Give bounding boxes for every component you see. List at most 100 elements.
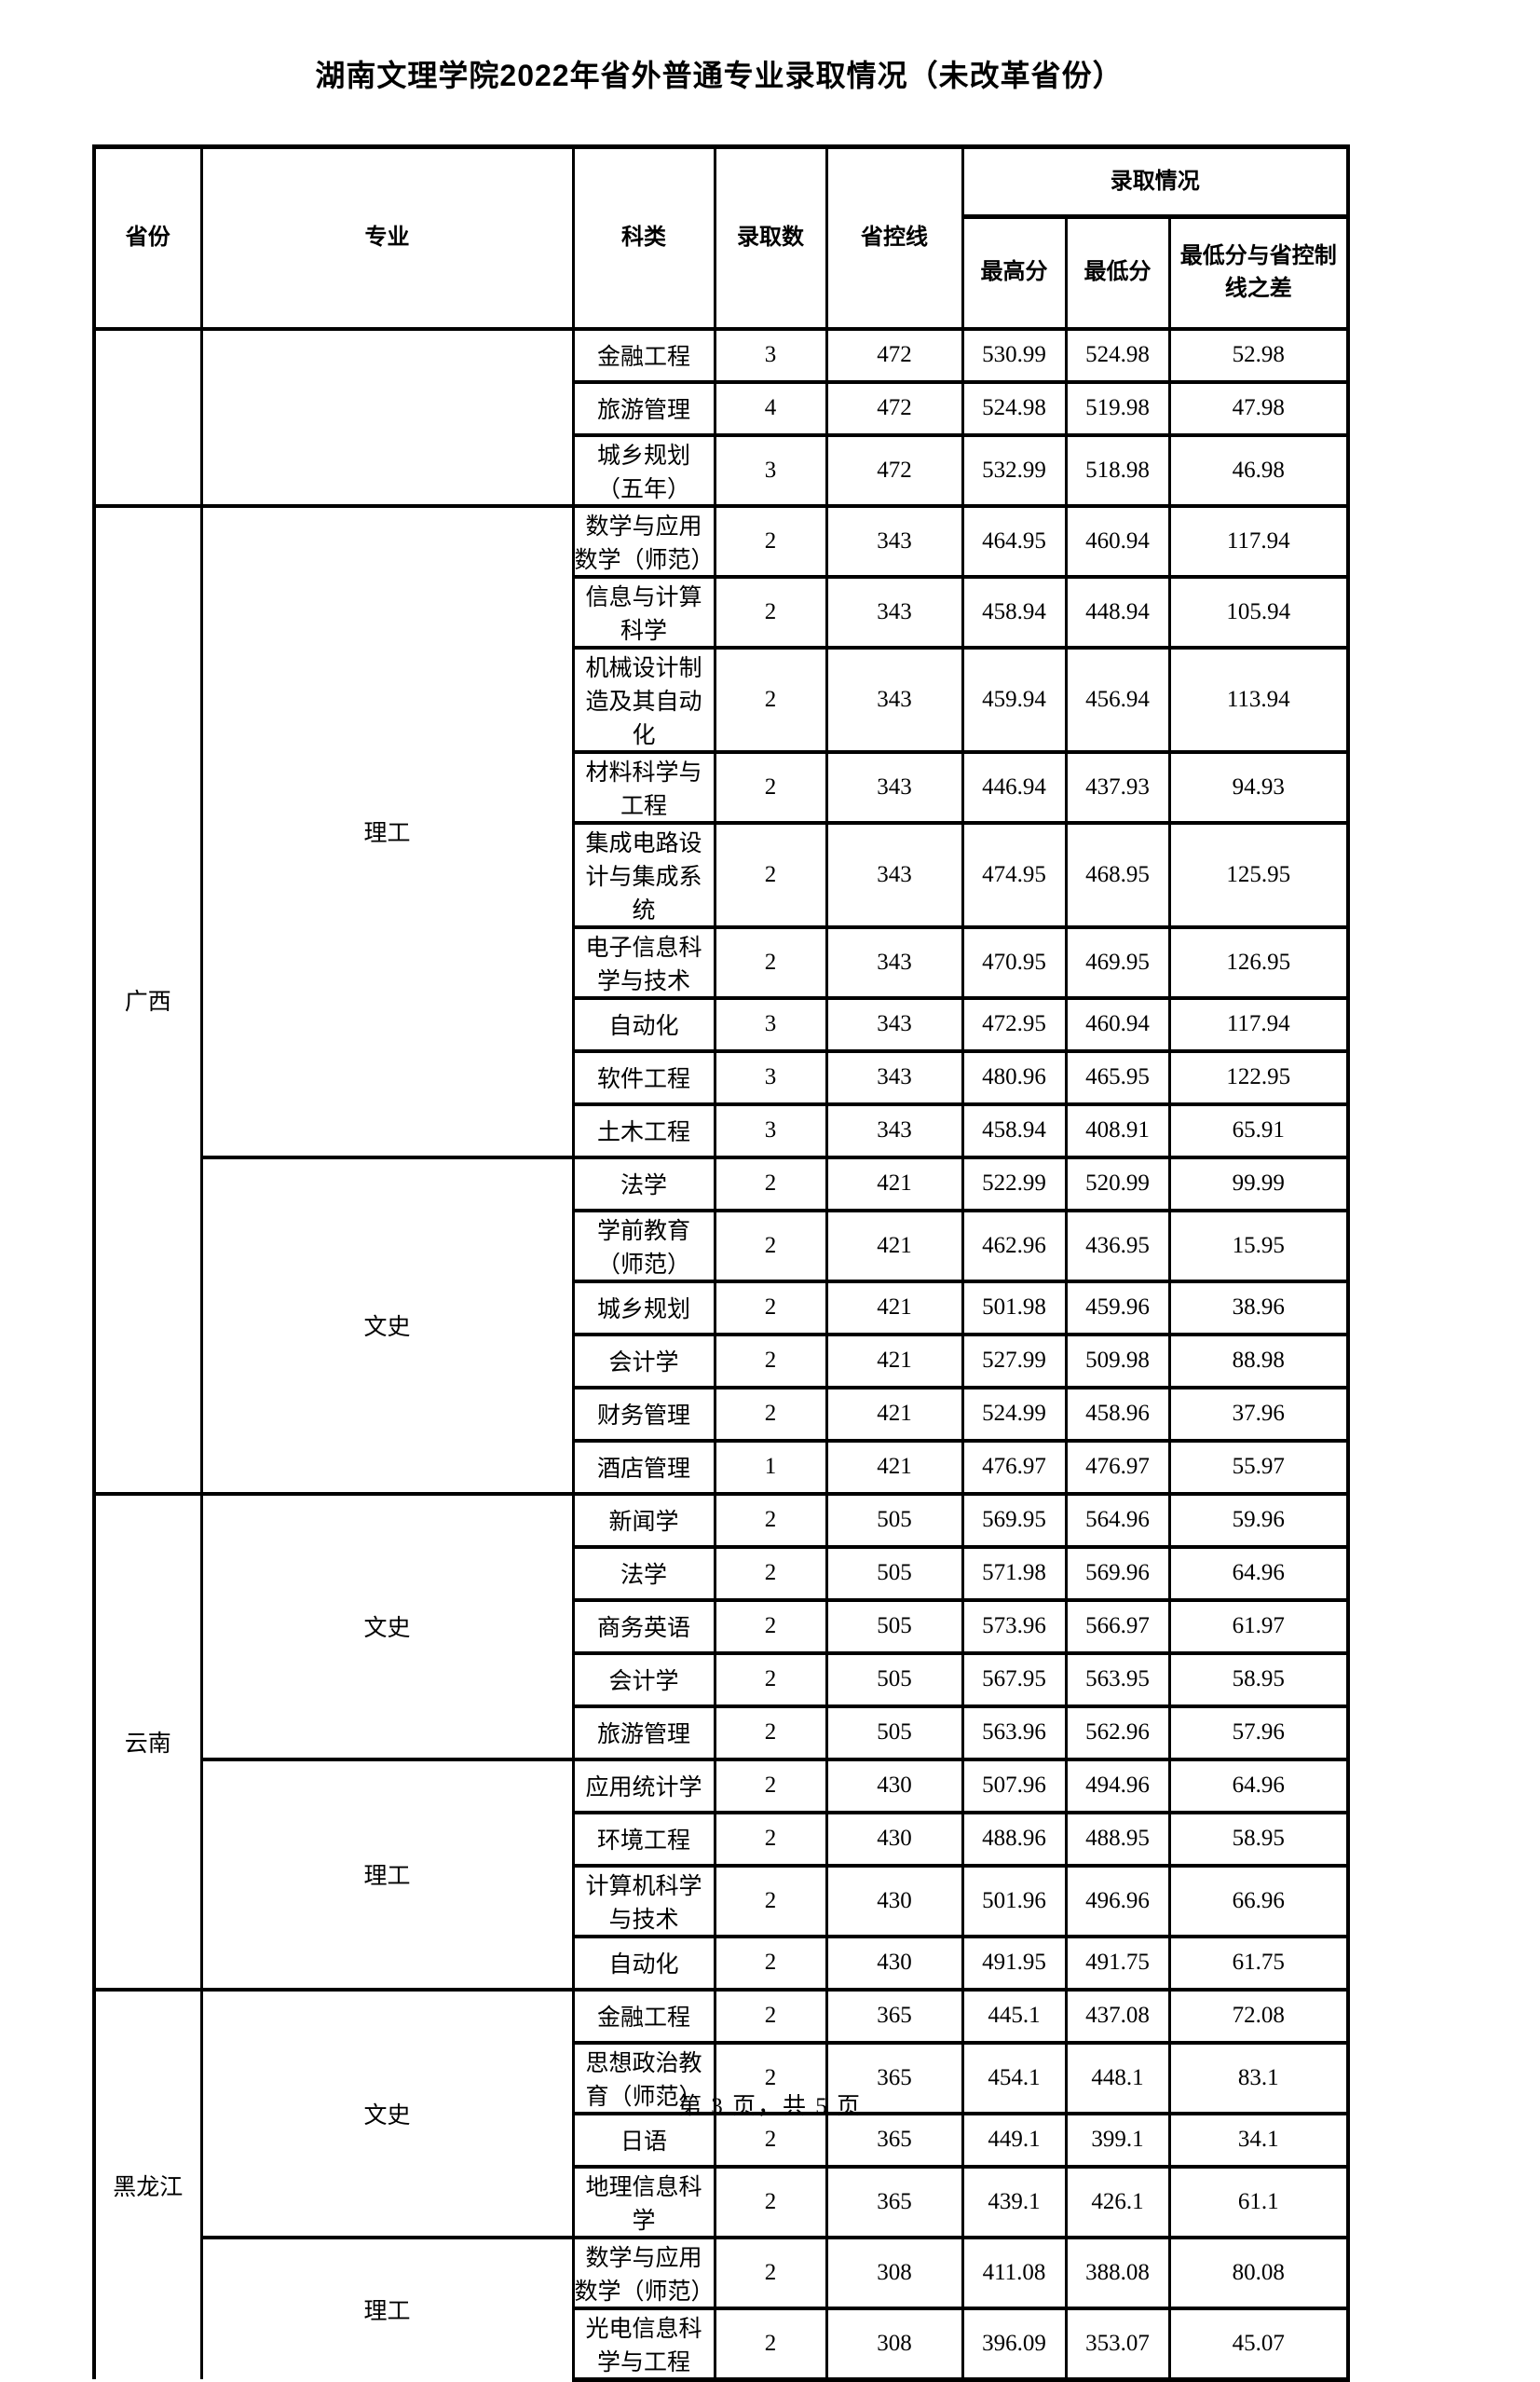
major-cell: 商务英语 [571, 1597, 716, 1655]
major-cell: 法学 [571, 1544, 716, 1602]
page-title: 湖南文理学院2022年省外普通专业录取情况（未改革省份） [315, 59, 1124, 92]
highest-score-cell: 459.94 [961, 645, 1068, 754]
highest-score-cell: 501.98 [961, 1279, 1068, 1336]
major-cell: 思想政治教育（师范） [571, 2040, 716, 2115]
lowest-score-cell: 460.94 [1064, 995, 1171, 1053]
lowest-score-cell: 488.95 [1064, 1810, 1171, 1868]
control-line-cell: 430 [825, 1863, 964, 1938]
diff-cell: 58.95 [1167, 1650, 1350, 1708]
table-row: 机械设计制造及其自动化 2 343 459.94 456.94 113.94 [94, 645, 1350, 754]
control-line-cell: 343 [825, 820, 964, 929]
lowest-score-cell: 563.95 [1064, 1650, 1171, 1708]
major-cell: 自动化 [571, 1934, 716, 1992]
major-cell: 学前教育（师范） [571, 1208, 716, 1283]
control-line-cell: 472 [825, 432, 964, 508]
admit-count-cell: 2 [713, 1987, 828, 2045]
admit-count-cell: 2 [713, 1544, 828, 1602]
table-row: 土木工程 3 343 458.94 408.91 65.91 [94, 1102, 1350, 1159]
control-line-cell: 343 [825, 749, 964, 825]
control-line-cell: 421 [825, 1332, 964, 1390]
diff-cell: 125.95 [1167, 820, 1350, 929]
diff-cell: 61.1 [1167, 2164, 1350, 2239]
admit-count-cell: 2 [713, 645, 828, 754]
highest-score-cell: 524.99 [961, 1385, 1068, 1443]
lowest-score-cell: 436.95 [1064, 1208, 1171, 1283]
control-line-cell: 505 [825, 1544, 964, 1602]
category-cell: 理工 [199, 503, 575, 1159]
lowest-score-cell: 518.98 [1064, 432, 1171, 508]
highest-score-cell: 567.95 [961, 1650, 1068, 1708]
control-line-cell: 472 [825, 326, 964, 384]
table-row: 广西 理工 数学与应用数学（师范） 2 343 464.95 460.94 117.94 [92, 503, 1350, 1496]
lowest-score-cell: 520.99 [1064, 1155, 1171, 1212]
table-row: 旅游管理 2 505 563.96 562.96 57.96 [94, 1704, 1350, 1761]
major-cell: 计算机科学与技术 [571, 1863, 716, 1938]
highest-score-cell: 445.1 [961, 1987, 1068, 2045]
control-line-cell: 343 [825, 503, 964, 579]
control-line-cell: 505 [825, 1704, 964, 1761]
admit-count-cell: 3 [713, 1048, 828, 1106]
diff-cell: 55.97 [1167, 1438, 1350, 1496]
major-cell: 环境工程 [571, 1810, 716, 1868]
lowest-score-cell: 469.95 [1064, 924, 1171, 1000]
diff-cell: 117.94 [1167, 995, 1350, 1053]
admit-count-cell: 2 [713, 924, 828, 1000]
header-row-top: 省份 专业 科类 录取数 省控线 录取情况 [92, 144, 1350, 331]
highest-score-cell: 462.96 [961, 1208, 1068, 1283]
admit-count-cell: 3 [713, 995, 828, 1053]
diff-cell: 38.96 [1167, 1279, 1350, 1336]
diff-cell: 80.08 [1167, 2235, 1350, 2310]
major-cell: 材料科学与工程 [571, 749, 716, 825]
diff-cell: 59.96 [1167, 1491, 1350, 1549]
province-cell: 广西 [92, 503, 203, 1496]
highest-score-cell: 446.94 [961, 749, 1068, 825]
header-row-sub: 最高分 最低分 最低分与省控制线之差 [94, 214, 1350, 331]
control-line-cell: 343 [825, 1102, 964, 1159]
diff-cell: 122.95 [1167, 1048, 1350, 1106]
major-cell: 机械设计制造及其自动化 [571, 645, 716, 754]
highest-score-cell: 396.09 [961, 2306, 1068, 2382]
admit-count-cell: 2 [713, 574, 828, 650]
control-line-cell: 308 [825, 2306, 964, 2382]
admissions-table: 省份 专业 科类 录取数 省控线 录取情况 最高分 最低分 最低分与省控制线之差… [92, 144, 1351, 2382]
diff-cell: 34.1 [1167, 2111, 1350, 2169]
highest-score-cell: 454.1 [961, 2040, 1068, 2115]
control-line-cell: 421 [825, 1155, 964, 1212]
category-cell: 理工 [199, 1757, 575, 1992]
diff-cell: 126.95 [1167, 924, 1350, 1000]
category-cell: 文史 [199, 1155, 575, 1496]
table-row: 酒店管理 1 421 476.97 476.97 55.97 [94, 1438, 1350, 1496]
admit-count-cell: 2 [713, 1934, 828, 1992]
category-cell: 理工 [199, 2235, 575, 2379]
highest-score-cell: 488.96 [961, 1810, 1068, 1868]
highest-score-cell: 569.95 [961, 1491, 1068, 1549]
major-cell: 旅游管理 [571, 1704, 716, 1761]
admit-count-cell: 4 [713, 379, 828, 437]
diff-cell: 94.93 [1167, 749, 1350, 825]
table-row: 商务英语 2 505 573.96 566.97 61.97 [94, 1597, 1350, 1655]
control-line-cell: 343 [825, 574, 964, 650]
control-line-cell: 421 [825, 1438, 964, 1496]
control-line-cell: 343 [825, 924, 964, 1000]
control-line-cell: 430 [825, 1757, 964, 1814]
control-line-cell: 421 [825, 1279, 964, 1336]
lowest-score-cell: 353.07 [1064, 2306, 1171, 2382]
highest-score-cell: 491.95 [961, 1934, 1068, 1992]
diff-cell: 37.96 [1167, 1385, 1350, 1443]
table-body: 金融工程 3 472 530.99 524.98 52.98 旅游管理 4 472 524.98 5… [92, 326, 1350, 2382]
table-row: 信息与计算科学 2 343 458.94 448.94 105.94 [94, 574, 1350, 650]
control-line-cell: 430 [825, 1810, 964, 1868]
major-cell: 地理信息科学 [571, 2164, 716, 2239]
highest-score-cell: 470.95 [961, 924, 1068, 1000]
highest-score-cell: 527.99 [961, 1332, 1068, 1390]
major-cell: 城乡规划（五年） [571, 432, 716, 508]
lowest-score-cell: 468.95 [1064, 820, 1171, 929]
lowest-score-cell: 476.97 [1064, 1438, 1171, 1496]
diff-cell: 83.1 [1167, 2040, 1350, 2115]
admit-count-cell: 2 [713, 1491, 828, 1549]
header-major: 专业 [199, 144, 575, 331]
diff-cell: 99.99 [1167, 1155, 1350, 1212]
highest-score-cell: 458.94 [961, 574, 1068, 650]
major-cell: 城乡规划 [571, 1279, 716, 1336]
admit-count-cell: 1 [713, 1438, 828, 1496]
